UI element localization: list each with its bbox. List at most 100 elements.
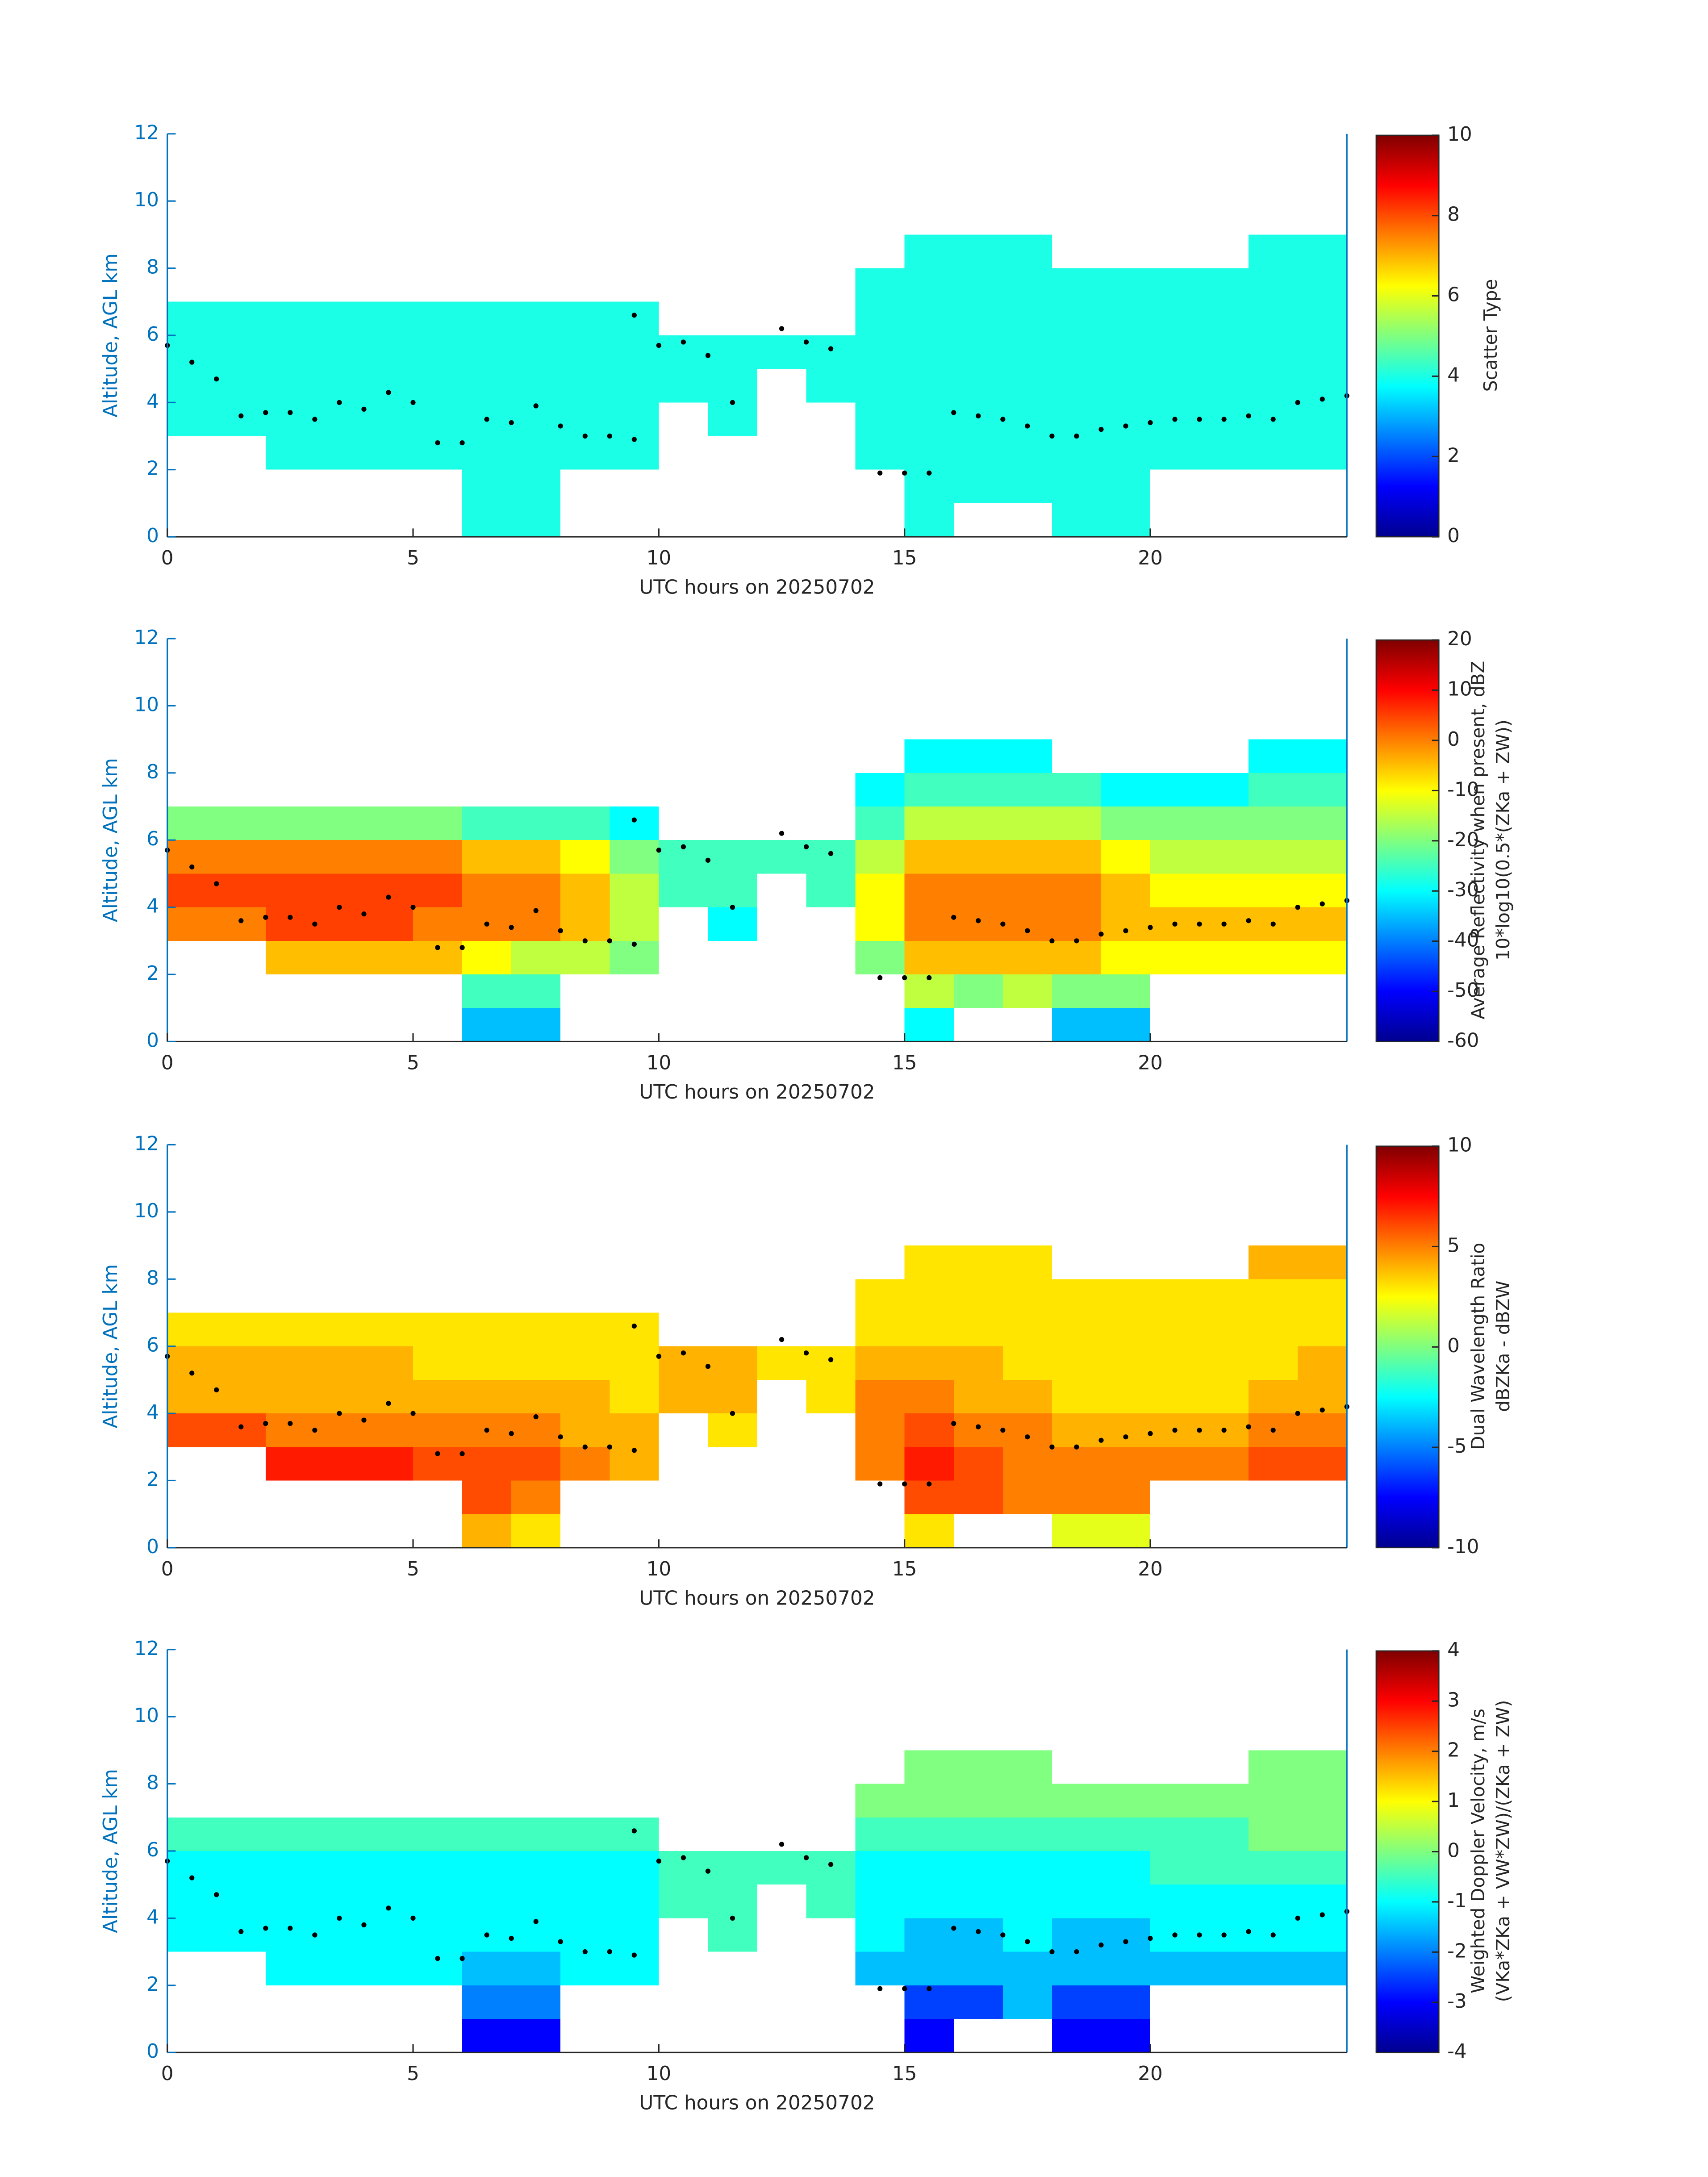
melting-layer-dot: [582, 938, 588, 944]
x-tick-label: 0: [161, 547, 174, 569]
echo-cell: [1002, 1346, 1052, 1380]
melting-layer-dot: [1049, 1949, 1055, 1955]
echo-cell: [314, 436, 364, 470]
melting-layer-dot: [976, 1929, 981, 1935]
melting-layer-dot: [214, 1387, 219, 1393]
echo-cell: [1199, 873, 1249, 907]
melting-layer-dot: [1320, 1407, 1325, 1413]
echo-cell: [1298, 739, 1347, 773]
melting-layer-dot: [902, 1481, 907, 1487]
echo-cell: [953, 436, 1003, 470]
echo-cell: [511, 1885, 561, 1918]
echo-cell: [1249, 840, 1298, 874]
melting-layer-dot: [828, 1862, 834, 1867]
echo-cell: [462, 469, 512, 503]
melting-layer-dot: [631, 1448, 637, 1453]
echo-cell: [1101, 1480, 1151, 1514]
echo-cell: [806, 335, 856, 369]
melting-layer-dot: [803, 339, 809, 345]
melting-layer-dot: [263, 915, 268, 920]
echo-cell: [413, 369, 463, 403]
melting-layer-dot: [1025, 423, 1030, 429]
colorbar-tick-label: 0: [1447, 1839, 1460, 1862]
echo-cell: [806, 369, 856, 403]
melting-layer-dot: [779, 326, 785, 331]
echo-cell: [314, 402, 364, 436]
echo-cell: [855, 773, 905, 807]
echo-cell: [1249, 436, 1298, 470]
echo-cell: [1101, 469, 1151, 503]
echo-cell: [462, 1514, 512, 1548]
echo-cell: [1101, 1851, 1151, 1885]
echo-cell: [1101, 301, 1151, 335]
echo-cell: [413, 840, 463, 874]
melting-layer-dot: [1221, 1932, 1227, 1938]
melting-layer-dot: [705, 857, 711, 863]
echo-cell: [462, 369, 512, 403]
colorbar-tick-label: -20: [1447, 828, 1479, 851]
melting-layer-dot: [509, 925, 514, 930]
echo-cell: [1249, 806, 1298, 840]
melting-layer-dot: [1098, 932, 1104, 937]
echo-cell: [1052, 940, 1101, 975]
echo-cell: [167, 1918, 217, 1952]
melting-layer-dot: [902, 975, 907, 981]
melting-layer-dot: [902, 1986, 907, 1991]
echo-cell: [462, 1817, 512, 1851]
colorbar-tick-label: 10: [1447, 123, 1472, 146]
echo-cell: [610, 369, 659, 403]
x-axis-label: UTC hours on 20250702: [639, 1587, 875, 1609]
x-tick-label: 20: [1138, 547, 1163, 569]
echo-cell: [216, 1918, 266, 1952]
echo-cell: [1150, 1784, 1200, 1818]
echo-cell: [1052, 1008, 1101, 1042]
echo-cell: [462, 1379, 512, 1414]
echo-cell: [560, 873, 610, 907]
echo-cell: [1101, 1413, 1151, 1447]
echo-cell: [1052, 469, 1101, 503]
x-tick-label: 5: [407, 2062, 419, 2085]
colorbar-tick-label: -1: [1447, 1889, 1467, 1912]
melting-layer-dot: [1246, 413, 1251, 419]
echo-cell: [1052, 1379, 1101, 1414]
melting-layer-dot: [681, 1855, 686, 1860]
echo-cell: [1298, 840, 1347, 874]
echo-cell: [413, 1346, 463, 1380]
echo-cell: [1249, 1817, 1298, 1851]
echo-cell: [560, 1413, 610, 1447]
colorbar-tick-label: -30: [1447, 878, 1479, 901]
colorbar-tick-label: 4: [1447, 364, 1460, 386]
echo-cell: [265, 402, 315, 436]
echo-cell: [855, 301, 905, 335]
echo-cell: [1199, 1885, 1249, 1918]
echo-cell: [265, 1312, 315, 1346]
melting-layer-dot: [435, 945, 440, 950]
echo-cell: [265, 369, 315, 403]
echo-cell: [855, 1951, 905, 1985]
echo-cell: [1298, 1346, 1347, 1380]
echo-cell: [1150, 301, 1200, 335]
melting-layer-dot: [681, 844, 686, 849]
echo-cell: [1101, 335, 1151, 369]
melting-layer-dot: [803, 844, 809, 849]
melting-layer-dot: [189, 359, 195, 365]
echo-cell: [1101, 2018, 1151, 2053]
echo-cell: [167, 301, 217, 335]
echo-cell: [1249, 773, 1298, 807]
echo-cell: [560, 402, 610, 436]
x-tick-label: 10: [647, 1051, 672, 1074]
melting-layer-dot: [927, 1481, 932, 1487]
echo-cell: [1298, 773, 1347, 807]
melting-layer-dot: [361, 911, 367, 917]
echo-cell: [953, 1985, 1003, 2019]
colorbar-label: (VKa*ZKa + VW*ZW)/(ZKa + ZW): [1492, 1700, 1514, 2002]
echo-cell: [511, 1985, 561, 2019]
echo-cell: [806, 1346, 856, 1380]
echo-cell: [1298, 1817, 1347, 1851]
melting-layer-dot: [631, 1828, 637, 1834]
echo-cell: [1249, 1951, 1298, 1985]
echo-cell: [904, 873, 954, 907]
echo-cell: [265, 1885, 315, 1918]
echo-cell: [1002, 1885, 1052, 1918]
